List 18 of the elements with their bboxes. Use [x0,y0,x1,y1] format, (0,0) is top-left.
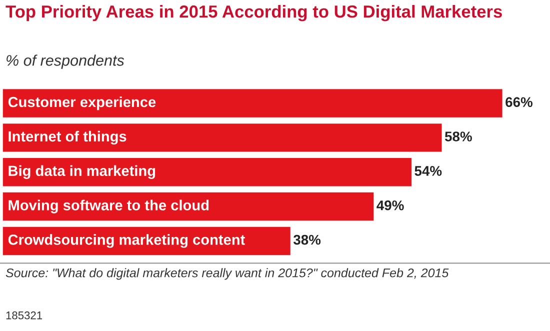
data-label: 58% [444,132,472,142]
bar [2,192,374,221]
bar [2,124,442,152]
source-note: Source: "What do digital marketers really want in 2015?" conducted Feb 2, 2015 [6,268,449,280]
data-label: 54% [414,166,442,176]
bar [2,89,502,118]
data-label: 49% [376,200,404,210]
data-label: 66% [506,97,532,107]
y-tick-label: Big data in marketing [8,165,156,179]
data-label: 38% [293,234,321,245]
y-tick-label: Internet of things [8,130,126,145]
bar [2,158,412,186]
chart-subtitle: % of respondents [6,54,124,69]
y-tick-label: Customer experience [8,96,156,110]
y-tick-label: Moving software to the cloud [8,200,209,214]
y-tick-label: Crowdsourcing marketing content [8,234,245,248]
text: 185321 [6,311,42,320]
chart-title: Top Priority Areas in 2015 According to US Digital Marketers [6,4,502,22]
